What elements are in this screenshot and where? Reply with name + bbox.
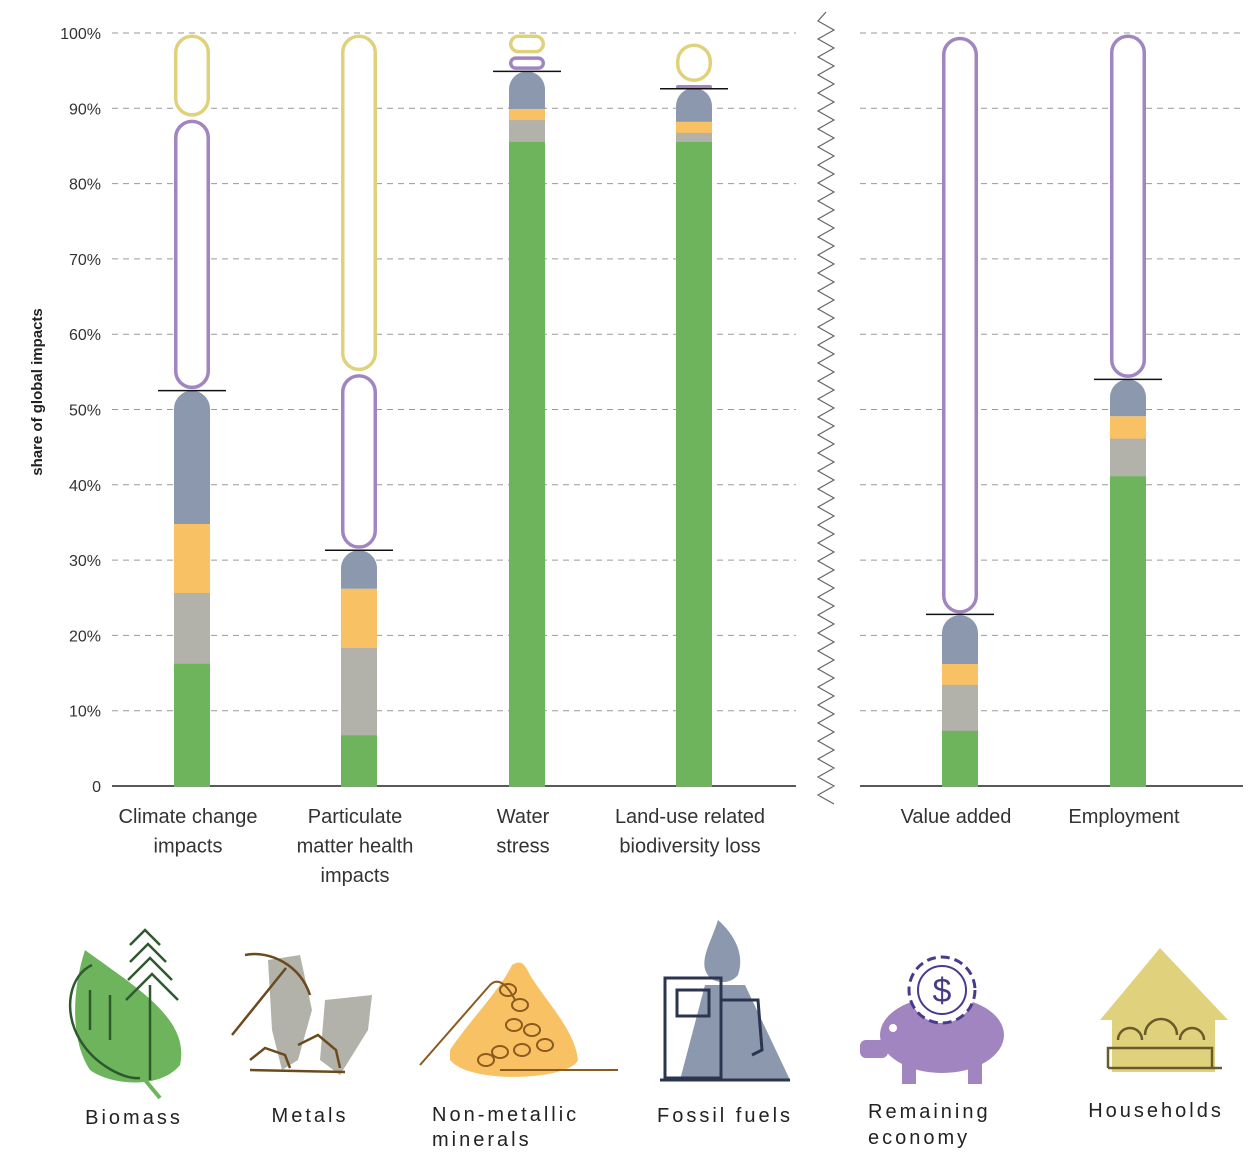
y-tick-label: 20% [69,628,101,645]
bar-group [926,36,994,787]
bar-segment [174,523,210,593]
bar-segment [942,615,978,665]
y-tick-label: 70% [69,252,101,269]
legend-label: Fossil fuels [657,1105,793,1127]
legend-label: Remaining economy [868,1101,991,1149]
bar-segment [942,664,978,685]
fossil-fuels-icon: Fossil fuels [657,920,793,1127]
y-tick-label: 50% [69,403,101,420]
bar-segment [676,132,712,142]
category-label: Value added [901,806,1012,828]
bar-group [493,34,561,787]
bar-group [158,34,226,787]
bar-segment-outline [509,34,545,54]
bar-group [325,34,393,787]
y-tick-label: 100% [60,26,101,43]
bar-segment [509,71,545,110]
bar-segment-outline [174,119,210,390]
non-metallic-minerals-icon: Non-metallic minerals [419,962,618,1151]
category-label: Climate change impacts [119,806,258,858]
remaining-economy-icon: $ Remaining economy [860,955,1004,1149]
legend: Biomass Metals Non-metallic minerals Fossil … [68,920,1228,1151]
y-axis-label: share of global impacts [29,308,46,476]
bar-segment [942,730,978,787]
bar-group [1094,34,1162,787]
dollar-icon: $ [933,972,952,1010]
y-tick-label: 60% [69,327,101,344]
category-label: Land-use related biodiversity loss [615,806,765,858]
y-tick-label: 90% [69,101,101,118]
bar-segment [942,684,978,731]
bar-segment [676,87,712,122]
bar-segment-outline [509,56,545,70]
category-label: Employment [1068,806,1180,828]
biomass-icon: Biomass [68,928,183,1129]
y-tick-label: 0 [92,779,101,796]
y-tick-label: 10% [69,704,101,721]
legend-label: Biomass [85,1107,183,1129]
bar-segment [1110,438,1146,477]
bar-segment [341,734,377,787]
bar-segment [174,663,210,787]
y-tick-label: 40% [69,478,101,495]
bar-segment-outline [341,374,377,549]
bar-segment [341,647,377,736]
bar-segment [1110,416,1146,439]
y-tick-label: 30% [69,553,101,570]
bar-segment [174,390,210,524]
bar-segment [676,141,712,787]
bar-segment [174,592,210,664]
bar-segment [509,109,545,121]
bar-segment-outline [174,34,210,117]
bar-segment-outline [676,43,712,82]
axis-break [816,11,836,805]
bar-group [660,43,728,787]
bar-segment [1110,379,1146,417]
bar-segment-outline [1110,34,1146,378]
metals-icon: Metals [231,952,372,1127]
bar-segment [509,119,545,142]
category-label: Particulate matter health impacts [297,806,414,887]
bar-segment [1110,475,1146,787]
households-icon: Households [1088,948,1228,1122]
bar-segment [341,588,377,648]
bar-segment [676,121,712,133]
bar-segment-outline [942,36,978,614]
legend-label: Non-metallic minerals [432,1104,579,1151]
y-tick-label: 80% [69,177,101,194]
bar-segment-outline [341,34,377,372]
bar-segment [341,550,377,589]
category-label: Water stress [496,806,549,858]
legend-label: Metals [272,1105,349,1127]
bar-segment [509,141,545,787]
legend-label: Households [1088,1100,1224,1122]
bar-segment-outline [676,84,712,89]
